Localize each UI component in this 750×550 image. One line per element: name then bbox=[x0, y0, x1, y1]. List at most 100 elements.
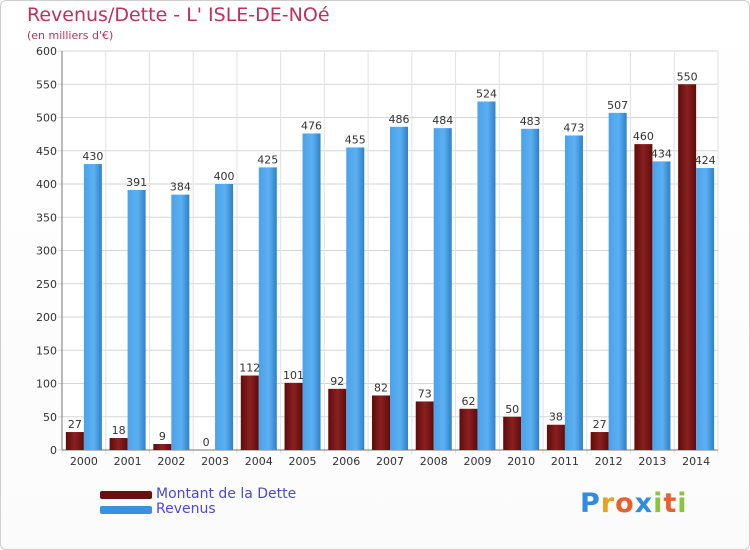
data-label-revenus: 430 bbox=[82, 150, 103, 163]
x-tick-label: 2014 bbox=[682, 455, 710, 468]
bar-dette bbox=[65, 432, 84, 450]
legend-swatch-revenus bbox=[100, 505, 152, 514]
data-label-revenus: 507 bbox=[607, 99, 628, 112]
data-label-dette: 27 bbox=[593, 418, 607, 431]
bar-revenus bbox=[215, 184, 234, 450]
y-tick-label: 150 bbox=[36, 344, 57, 357]
data-label-dette: 92 bbox=[330, 375, 344, 388]
data-label-dette: 38 bbox=[549, 411, 563, 424]
bar-dette bbox=[153, 444, 172, 450]
y-tick-label: 500 bbox=[36, 112, 57, 125]
bar-revenus bbox=[477, 101, 496, 450]
data-label-dette: 27 bbox=[68, 418, 82, 431]
bar-revenus bbox=[346, 147, 365, 451]
bar-revenus bbox=[127, 189, 146, 451]
data-label-revenus: 400 bbox=[214, 170, 235, 183]
bar-revenus bbox=[83, 164, 102, 451]
bar-revenus bbox=[390, 126, 408, 450]
x-tick-label: 2007 bbox=[376, 455, 404, 468]
data-label-dette: 73 bbox=[418, 387, 432, 400]
data-label-revenus: 384 bbox=[170, 181, 191, 194]
x-tick-label: 2001 bbox=[114, 455, 142, 468]
bar-revenus bbox=[521, 128, 540, 450]
data-label-dette: 82 bbox=[374, 381, 388, 394]
bar-dette bbox=[590, 432, 609, 450]
data-label-revenus: 473 bbox=[563, 121, 584, 134]
labels-layer: 27 430 2000 18 391 2001 9 384 2002 0 400 2003 112 425… bbox=[68, 70, 716, 468]
data-label-revenus: 424 bbox=[695, 154, 716, 167]
legend-item-dette: Montant de la Dette bbox=[100, 487, 296, 502]
bar-dette bbox=[678, 84, 697, 450]
x-tick-label: 2009 bbox=[463, 455, 491, 468]
y-tick-label: 100 bbox=[36, 378, 57, 391]
bar-revenus bbox=[608, 112, 627, 450]
data-label-dette: 101 bbox=[283, 369, 304, 382]
data-label-revenus: 434 bbox=[651, 147, 672, 160]
bar-revenus bbox=[171, 194, 190, 450]
data-label-revenus: 391 bbox=[126, 176, 147, 189]
legend-item-revenus: Revenus bbox=[100, 502, 296, 517]
bar-dette bbox=[328, 388, 347, 450]
x-tick-label: 2011 bbox=[551, 455, 579, 468]
x-tick-label: 2005 bbox=[289, 455, 317, 468]
data-label-revenus: 476 bbox=[301, 119, 322, 132]
bar-dette bbox=[109, 438, 128, 450]
x-tick-label: 2013 bbox=[638, 455, 666, 468]
x-tick-label: 2003 bbox=[201, 455, 229, 468]
chart-title: Revenus/Dette - L' ISLE-DE-NOé bbox=[27, 4, 330, 26]
legend: Montant de la Dette Revenus bbox=[100, 487, 296, 517]
bar-dette bbox=[415, 401, 434, 450]
data-label-dette: 62 bbox=[461, 395, 475, 408]
data-label-dette: 9 bbox=[159, 430, 166, 443]
y-tick-label: 600 bbox=[36, 45, 57, 58]
logo-letter: i bbox=[653, 488, 664, 519]
bar-dette bbox=[546, 424, 565, 450]
data-label-dette: 550 bbox=[677, 70, 698, 83]
data-label-dette: 112 bbox=[239, 362, 260, 375]
x-tick-label: 2012 bbox=[595, 455, 623, 468]
bar-dette bbox=[634, 144, 653, 450]
y-tick-label: 550 bbox=[36, 78, 57, 91]
bar-revenus bbox=[696, 168, 715, 451]
x-tick-label: 2002 bbox=[157, 455, 185, 468]
bar-revenus bbox=[258, 167, 277, 450]
x-tick-label: 2000 bbox=[70, 455, 98, 468]
y-tick-label: 350 bbox=[36, 211, 57, 224]
y-tick-label: 0 bbox=[50, 444, 57, 457]
bar-dette bbox=[284, 382, 303, 450]
legend-swatch-dette bbox=[100, 490, 152, 499]
legend-label-dette: Montant de la Dette bbox=[156, 486, 297, 502]
x-tick-label: 2006 bbox=[332, 455, 360, 468]
logo-letter: r bbox=[600, 488, 616, 519]
y-tick-label: 50 bbox=[43, 411, 57, 424]
data-label-revenus: 524 bbox=[476, 88, 497, 101]
y-tick-label: 300 bbox=[36, 245, 57, 258]
bar-dette bbox=[459, 408, 478, 450]
logo-letter: P bbox=[580, 488, 601, 519]
chart-subtitle: (en milliers d'€) bbox=[27, 29, 114, 42]
logo-letter: i bbox=[677, 488, 688, 519]
bar-revenus bbox=[302, 133, 321, 450]
logo-letter: t bbox=[663, 488, 678, 519]
bar-revenus bbox=[564, 135, 583, 450]
bars-layer bbox=[65, 84, 715, 451]
data-label-dette: 0 bbox=[203, 436, 210, 449]
data-label-revenus: 484 bbox=[432, 114, 453, 127]
bar-revenus bbox=[652, 161, 671, 450]
logo-letter: o bbox=[615, 488, 635, 519]
x-tick-label: 2008 bbox=[420, 455, 448, 468]
data-label-dette: 18 bbox=[112, 424, 126, 437]
y-tick-label: 250 bbox=[36, 278, 57, 291]
y-tick-label: 200 bbox=[36, 311, 57, 324]
x-tick-label: 2004 bbox=[245, 455, 273, 468]
data-label-revenus: 486 bbox=[389, 113, 410, 126]
bar-revenus bbox=[433, 128, 452, 450]
y-tick-label: 400 bbox=[36, 178, 57, 191]
data-label-dette: 50 bbox=[505, 403, 519, 416]
x-tick-label: 2010 bbox=[507, 455, 535, 468]
logo-letter: x bbox=[634, 488, 654, 519]
legend-label-revenus: Revenus bbox=[156, 501, 216, 517]
data-label-revenus: 483 bbox=[520, 115, 541, 128]
data-label-revenus: 455 bbox=[345, 133, 366, 146]
bar-dette bbox=[372, 395, 390, 450]
